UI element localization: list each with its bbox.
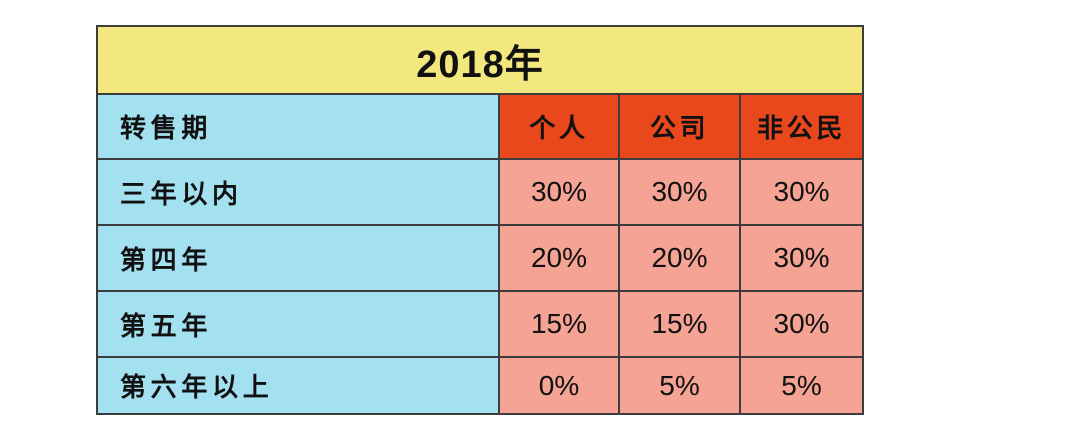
table-row: 第五年 15% 15% 30%	[96, 290, 865, 358]
value-cell: 30%	[738, 290, 865, 358]
row-label: 第四年	[96, 224, 500, 292]
table-title: 2018年	[95, 25, 865, 95]
column-header-company: 公司	[618, 93, 741, 160]
value-cell: 30%	[498, 158, 620, 226]
value-cell: 0%	[498, 356, 620, 415]
row-label: 第五年	[96, 290, 500, 358]
table-row: 第四年 20% 20% 30%	[96, 224, 865, 292]
table-row: 三年以内 30% 30% 30%	[96, 158, 865, 226]
column-header-noncitizen: 非公民	[738, 93, 865, 160]
value-cell: 15%	[618, 290, 741, 358]
row-label: 三年以内	[96, 158, 500, 226]
corner-header-cell: 转售期	[96, 93, 500, 160]
resale-tax-table: 2018年 转售期 个人 公司 非公民 三年以内 30% 30% 30% 第四年…	[95, 25, 865, 415]
value-cell: 30%	[738, 158, 865, 226]
value-cell: 30%	[618, 158, 741, 226]
column-header-individual: 个人	[498, 93, 620, 160]
table-row: 第六年以上 0% 5% 5%	[96, 356, 865, 415]
value-cell: 5%	[738, 356, 865, 415]
value-cell: 5%	[618, 356, 741, 415]
value-cell: 30%	[738, 224, 865, 292]
value-cell: 20%	[618, 224, 741, 292]
table-title-row: 2018年	[95, 25, 865, 95]
row-label: 第六年以上	[96, 356, 500, 415]
value-cell: 15%	[498, 290, 620, 358]
value-cell: 20%	[498, 224, 620, 292]
table-header-row: 转售期 个人 公司 非公民	[96, 93, 865, 160]
